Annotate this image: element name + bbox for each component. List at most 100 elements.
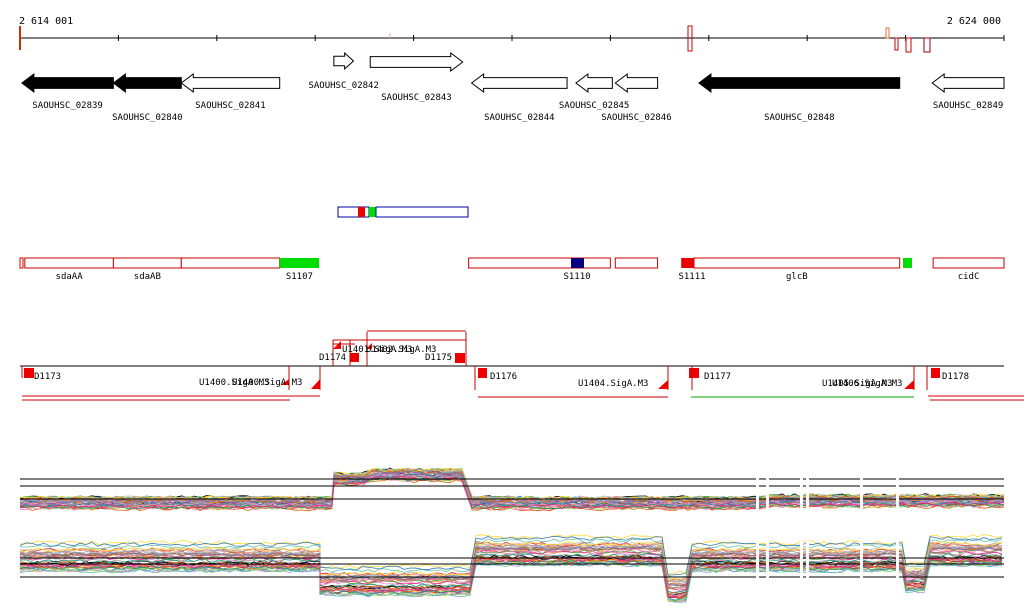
gene-arrow[interactable] bbox=[614, 73, 659, 93]
expression-track-bottom bbox=[19, 534, 1003, 603]
gene-arrow[interactable] bbox=[470, 73, 568, 93]
operon-marker-green bbox=[369, 207, 376, 217]
gene-arrow[interactable] bbox=[931, 73, 1005, 93]
ruler-start-label: 2 614 001 bbox=[19, 16, 73, 27]
operon-marker-blue bbox=[571, 258, 584, 268]
gene-label: SAOUHSC_02842 bbox=[308, 81, 378, 91]
gene-label: SAOUHSC_02846 bbox=[601, 113, 671, 123]
operon-s1111[interactable]: S1111 bbox=[678, 258, 706, 282]
expression-track-top bbox=[19, 467, 1005, 512]
gene-arrow[interactable] bbox=[369, 52, 464, 72]
transcript-label: D1178 bbox=[942, 372, 969, 382]
operon-box[interactable] bbox=[693, 257, 901, 269]
operon-box[interactable] bbox=[614, 257, 659, 269]
transcript-label: U1406.SigA.M3 bbox=[832, 379, 902, 389]
gene-label: SAOUHSC_02844 bbox=[484, 113, 554, 123]
operon-label: sdaAB bbox=[134, 272, 161, 282]
transcript-label: U1404.SigA.M3 bbox=[578, 379, 648, 389]
transcript-boundary[interactable] bbox=[455, 353, 465, 363]
transcript-boundary[interactable] bbox=[689, 368, 699, 378]
gene-arrow[interactable] bbox=[21, 72, 114, 94]
expression-profile-line bbox=[19, 474, 1005, 507]
gene-saouhsc_02844[interactable]: SAOUHSC_02844 bbox=[470, 73, 568, 123]
gene-arrow[interactable] bbox=[698, 73, 901, 93]
gene-saouhsc_02842[interactable]: SAOUHSC_02842 bbox=[308, 51, 379, 91]
operon-box[interactable] bbox=[468, 257, 611, 269]
expression-profile-line bbox=[19, 477, 1005, 510]
transcript-boundary[interactable] bbox=[350, 353, 359, 362]
gene-saouhsc_02848[interactable]: SAOUHSC_02848 bbox=[698, 73, 901, 123]
promoter-marker[interactable] bbox=[333, 341, 341, 349]
operon-box[interactable] bbox=[932, 257, 1005, 269]
gene-saouhsc_02839[interactable]: SAOUHSC_02839 bbox=[21, 72, 114, 111]
gene-saouhsc_02841[interactable]: SAOUHSC_02841 bbox=[180, 73, 281, 111]
operon-marker-green bbox=[903, 258, 912, 268]
gene-label: SAOUHSC_02839 bbox=[32, 101, 102, 111]
operon-segment[interactable] bbox=[614, 257, 659, 269]
transcript-boundary[interactable] bbox=[478, 368, 487, 378]
operon-segment[interactable] bbox=[180, 257, 281, 269]
operon-track: sdaAA sdaAB S1107 S1110 S1111 glcB cidC bbox=[19, 257, 1005, 282]
transcript-label: U1405.SigA.M3 bbox=[822, 379, 892, 389]
ruler-marker bbox=[905, 37, 912, 53]
promoter-marker[interactable] bbox=[311, 379, 320, 389]
transcript-label: U1400.SigA.M3 bbox=[199, 378, 269, 388]
operon-sdaaa[interactable]: sdaAA bbox=[24, 257, 114, 282]
gene-track: SAOUHSC_02839 SAOUHSC_02840 SAOUHSC_02841 S… bbox=[21, 51, 1005, 123]
operon-sdaab[interactable]: sdaAB bbox=[112, 257, 182, 282]
operon-s1107[interactable]: S1107 bbox=[279, 258, 320, 282]
expression-gap bbox=[806, 470, 809, 597]
transcript-label: U1400.SigA.M3 bbox=[232, 378, 302, 388]
promoter-marker[interactable] bbox=[281, 379, 289, 385]
expression-profile-line bbox=[19, 546, 1003, 587]
promoter-marker[interactable] bbox=[904, 380, 914, 389]
expression-gap bbox=[800, 470, 803, 597]
coordinate-ruler: 2 614 001 2 624 000 bbox=[19, 16, 1005, 53]
transcript-label: U1401.SigA.M3 bbox=[342, 345, 412, 355]
expression-gap bbox=[756, 470, 759, 597]
ruler-marker bbox=[923, 37, 931, 53]
small-operon-row bbox=[337, 206, 469, 218]
promoter-marker[interactable] bbox=[658, 380, 668, 389]
gene-label: SAOUHSC_02840 bbox=[112, 113, 182, 123]
expression-profile-line bbox=[19, 562, 1003, 603]
gene-saouhsc_02845[interactable]: SAOUHSC_02845 bbox=[559, 73, 629, 111]
expression-profile-line bbox=[19, 467, 1005, 501]
operon-box[interactable] bbox=[375, 206, 469, 218]
gene-arrow[interactable] bbox=[575, 73, 613, 93]
gene-arrow[interactable] bbox=[333, 51, 355, 71]
expression-profile-line bbox=[19, 545, 1003, 586]
transcript-label: D1177 bbox=[704, 372, 731, 382]
transcript-boundary[interactable] bbox=[24, 368, 34, 378]
transcript-label: D1176 bbox=[490, 372, 517, 382]
operon-box[interactable] bbox=[24, 257, 114, 269]
transcript-boundary[interactable] bbox=[931, 368, 940, 378]
gene-arrow[interactable] bbox=[180, 73, 281, 93]
expression-profile-line bbox=[19, 477, 1005, 510]
operon-glcb[interactable]: glcB bbox=[693, 257, 912, 282]
gene-arrow[interactable] bbox=[112, 73, 182, 93]
expression-gap bbox=[896, 470, 899, 597]
operon-box[interactable] bbox=[112, 257, 182, 269]
operon-edge bbox=[19, 257, 24, 269]
transcript-labels: D1173U1400.SigA.M3U1400.SigA.M3D1174U140… bbox=[34, 345, 969, 389]
operon-label: S1110 bbox=[563, 272, 590, 282]
transcript-shapes bbox=[21, 330, 1024, 401]
operon-s1110[interactable]: S1110 bbox=[468, 257, 611, 282]
gene-saouhsc_02843[interactable]: SAOUHSC_02843 bbox=[369, 52, 464, 103]
expression-profile-tracks bbox=[19, 467, 1005, 603]
expression-profile-line bbox=[19, 552, 1003, 594]
gene-label: SAOUHSC_02841 bbox=[195, 101, 265, 111]
operon-box[interactable] bbox=[180, 257, 281, 269]
gene-saouhsc_02846[interactable]: SAOUHSC_02846 bbox=[601, 73, 672, 123]
expression-profile-line bbox=[19, 557, 1003, 598]
expression-profile-line bbox=[19, 555, 1003, 595]
gene-saouhsc_02849[interactable]: SAOUHSC_02849 bbox=[931, 73, 1005, 111]
gene-label: SAOUHSC_02848 bbox=[764, 113, 834, 123]
gene-saouhsc_02840[interactable]: SAOUHSC_02840 bbox=[112, 73, 183, 123]
operon-cidc[interactable]: cidC bbox=[932, 257, 1005, 282]
ruler-marker bbox=[885, 27, 890, 39]
operon-marker-red bbox=[681, 258, 695, 268]
